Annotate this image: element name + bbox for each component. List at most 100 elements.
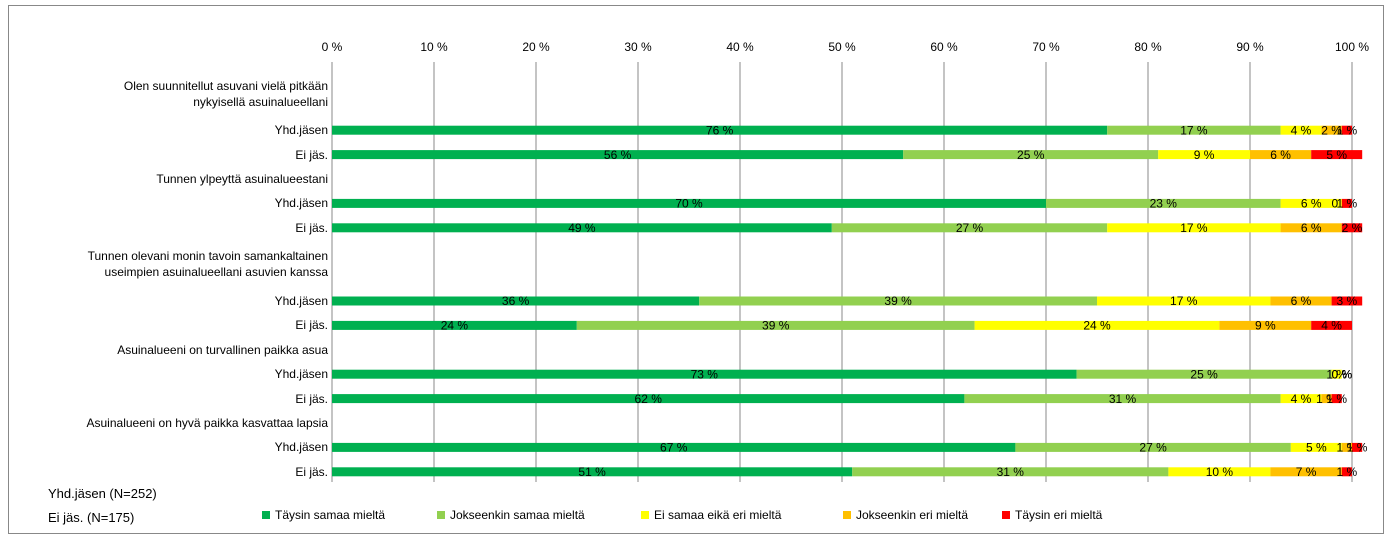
bar-segment <box>1311 320 1352 330</box>
value-label: 2 % <box>1321 123 1342 137</box>
x-tick-label: 10 % <box>420 40 448 54</box>
bar-segment <box>1250 150 1312 160</box>
bar-segment <box>1107 125 1281 135</box>
value-label: 24 % <box>441 319 469 333</box>
category-label: Ei jäs. <box>295 147 328 162</box>
bar-segment <box>831 223 1108 233</box>
value-label: 9 % <box>1255 319 1276 333</box>
value-label: 5 % <box>1326 148 1347 162</box>
legend-label: Täysin samaa mieltä <box>275 508 385 522</box>
value-label: 39 % <box>884 294 912 308</box>
bar-segment <box>1311 150 1363 160</box>
legend-label: Täysin eri mieltä <box>1015 508 1103 522</box>
bar-segment <box>1107 223 1281 233</box>
value-label: 17 % <box>1180 221 1208 235</box>
value-label: 23 % <box>1150 197 1178 211</box>
legend-swatch <box>641 511 649 519</box>
group-label: Tunnen ylpeyttä asuinalueestani <box>156 172 328 186</box>
legend-swatch <box>843 511 851 519</box>
value-label: 51 % <box>578 465 606 479</box>
legend-label: Jokseenkin samaa mieltä <box>450 508 585 522</box>
x-tick-label: 100 % <box>1335 40 1369 54</box>
bar-segment <box>1341 125 1352 135</box>
bar-segment <box>1280 223 1342 233</box>
value-label: 4 % <box>1291 123 1312 137</box>
category-label: Yhd.jäsen <box>274 440 328 455</box>
category-label: Yhd.jäsen <box>274 196 328 211</box>
value-label: 25 % <box>1190 367 1218 381</box>
bar-segment <box>964 394 1281 404</box>
bar-segment <box>1280 125 1322 135</box>
value-label: 9 % <box>1194 148 1215 162</box>
bar-segment <box>332 320 577 330</box>
x-tick-label: 60 % <box>930 40 958 54</box>
bar-segment <box>1341 442 1352 452</box>
value-label: 4 % <box>1321 319 1342 333</box>
value-label: 10 % <box>1206 465 1234 479</box>
category-label: Yhd.jäsen <box>274 123 328 138</box>
x-tick-label: 30 % <box>624 40 652 54</box>
bar-segment <box>332 296 700 306</box>
value-label: 17 % <box>1170 294 1198 308</box>
annotation: Yhd.jäsen (N=252) <box>48 486 157 501</box>
bar-segment <box>1341 223 1363 233</box>
bar-segment <box>1331 296 1363 306</box>
x-tick-label: 20 % <box>522 40 550 54</box>
x-tick-label: 50 % <box>828 40 856 54</box>
bar-segment <box>1158 150 1250 160</box>
bar-segment <box>699 296 1097 306</box>
value-label: 39 % <box>762 319 790 333</box>
value-label: 4 % <box>1291 392 1312 406</box>
bar-segment <box>852 467 1169 477</box>
bar-segment <box>1219 320 1312 330</box>
bar-segment <box>1341 198 1352 208</box>
chart-frame <box>8 5 1384 534</box>
value-label: 24 % <box>1083 319 1111 333</box>
value-label: 27 % <box>1139 441 1167 455</box>
bar-segment <box>1270 296 1332 306</box>
value-label: 31 % <box>997 465 1025 479</box>
value-label: 49 % <box>568 221 596 235</box>
value-label: 73 % <box>691 367 719 381</box>
value-label: 6 % <box>1301 197 1322 211</box>
value-label: 1 % <box>1337 123 1358 137</box>
x-tick-label: 40 % <box>726 40 754 54</box>
value-label: 67 % <box>660 441 688 455</box>
x-tick-label: 0 % <box>322 40 343 54</box>
bar-segment <box>332 369 1077 379</box>
legend-label: Ei samaa eikä eri mieltä <box>654 508 782 522</box>
bar-segment <box>1321 394 1332 404</box>
bar-segment <box>576 320 975 330</box>
bar-segment <box>1280 198 1342 208</box>
value-label: 56 % <box>604 148 632 162</box>
value-label: 6 % <box>1301 221 1322 235</box>
bar-segment <box>1046 198 1281 208</box>
legend-label: Jokseenkin eri mieltä <box>856 508 968 522</box>
value-label: 1 % <box>1347 441 1368 455</box>
group-label: Olen suunnitellut asuvani vielä pitkään … <box>123 78 328 109</box>
value-label: 0 % <box>1331 367 1352 381</box>
bar-segment <box>1331 369 1342 379</box>
value-label: 6 % <box>1270 148 1291 162</box>
value-label: 1 % <box>1337 197 1358 211</box>
category-label: Ei jäs. <box>295 391 328 406</box>
bar-segment <box>332 442 1016 452</box>
group-label: Asuinalueeni on turvallinen paikka asua <box>117 342 328 357</box>
group-label: Asuinalueeni on hyvä paikka kasvattaa la… <box>86 416 329 430</box>
bar-segment <box>332 394 965 404</box>
legend-swatch <box>437 511 445 519</box>
legend-swatch <box>262 511 270 519</box>
group-label: Tunnen olevani monin tavoin samankaltain… <box>87 249 328 280</box>
value-label: 76 % <box>706 123 734 137</box>
bar-segment <box>1321 125 1342 135</box>
value-label: 36 % <box>502 294 530 308</box>
legend-swatch <box>1002 511 1010 519</box>
category-label: Yhd.jäsen <box>274 367 328 382</box>
value-label: 7 % <box>1296 465 1317 479</box>
bar-segment <box>1290 442 1342 452</box>
bar-segment <box>332 198 1046 208</box>
value-label: 1 % <box>1326 392 1347 406</box>
category-label: Ei jäs. <box>295 464 328 479</box>
